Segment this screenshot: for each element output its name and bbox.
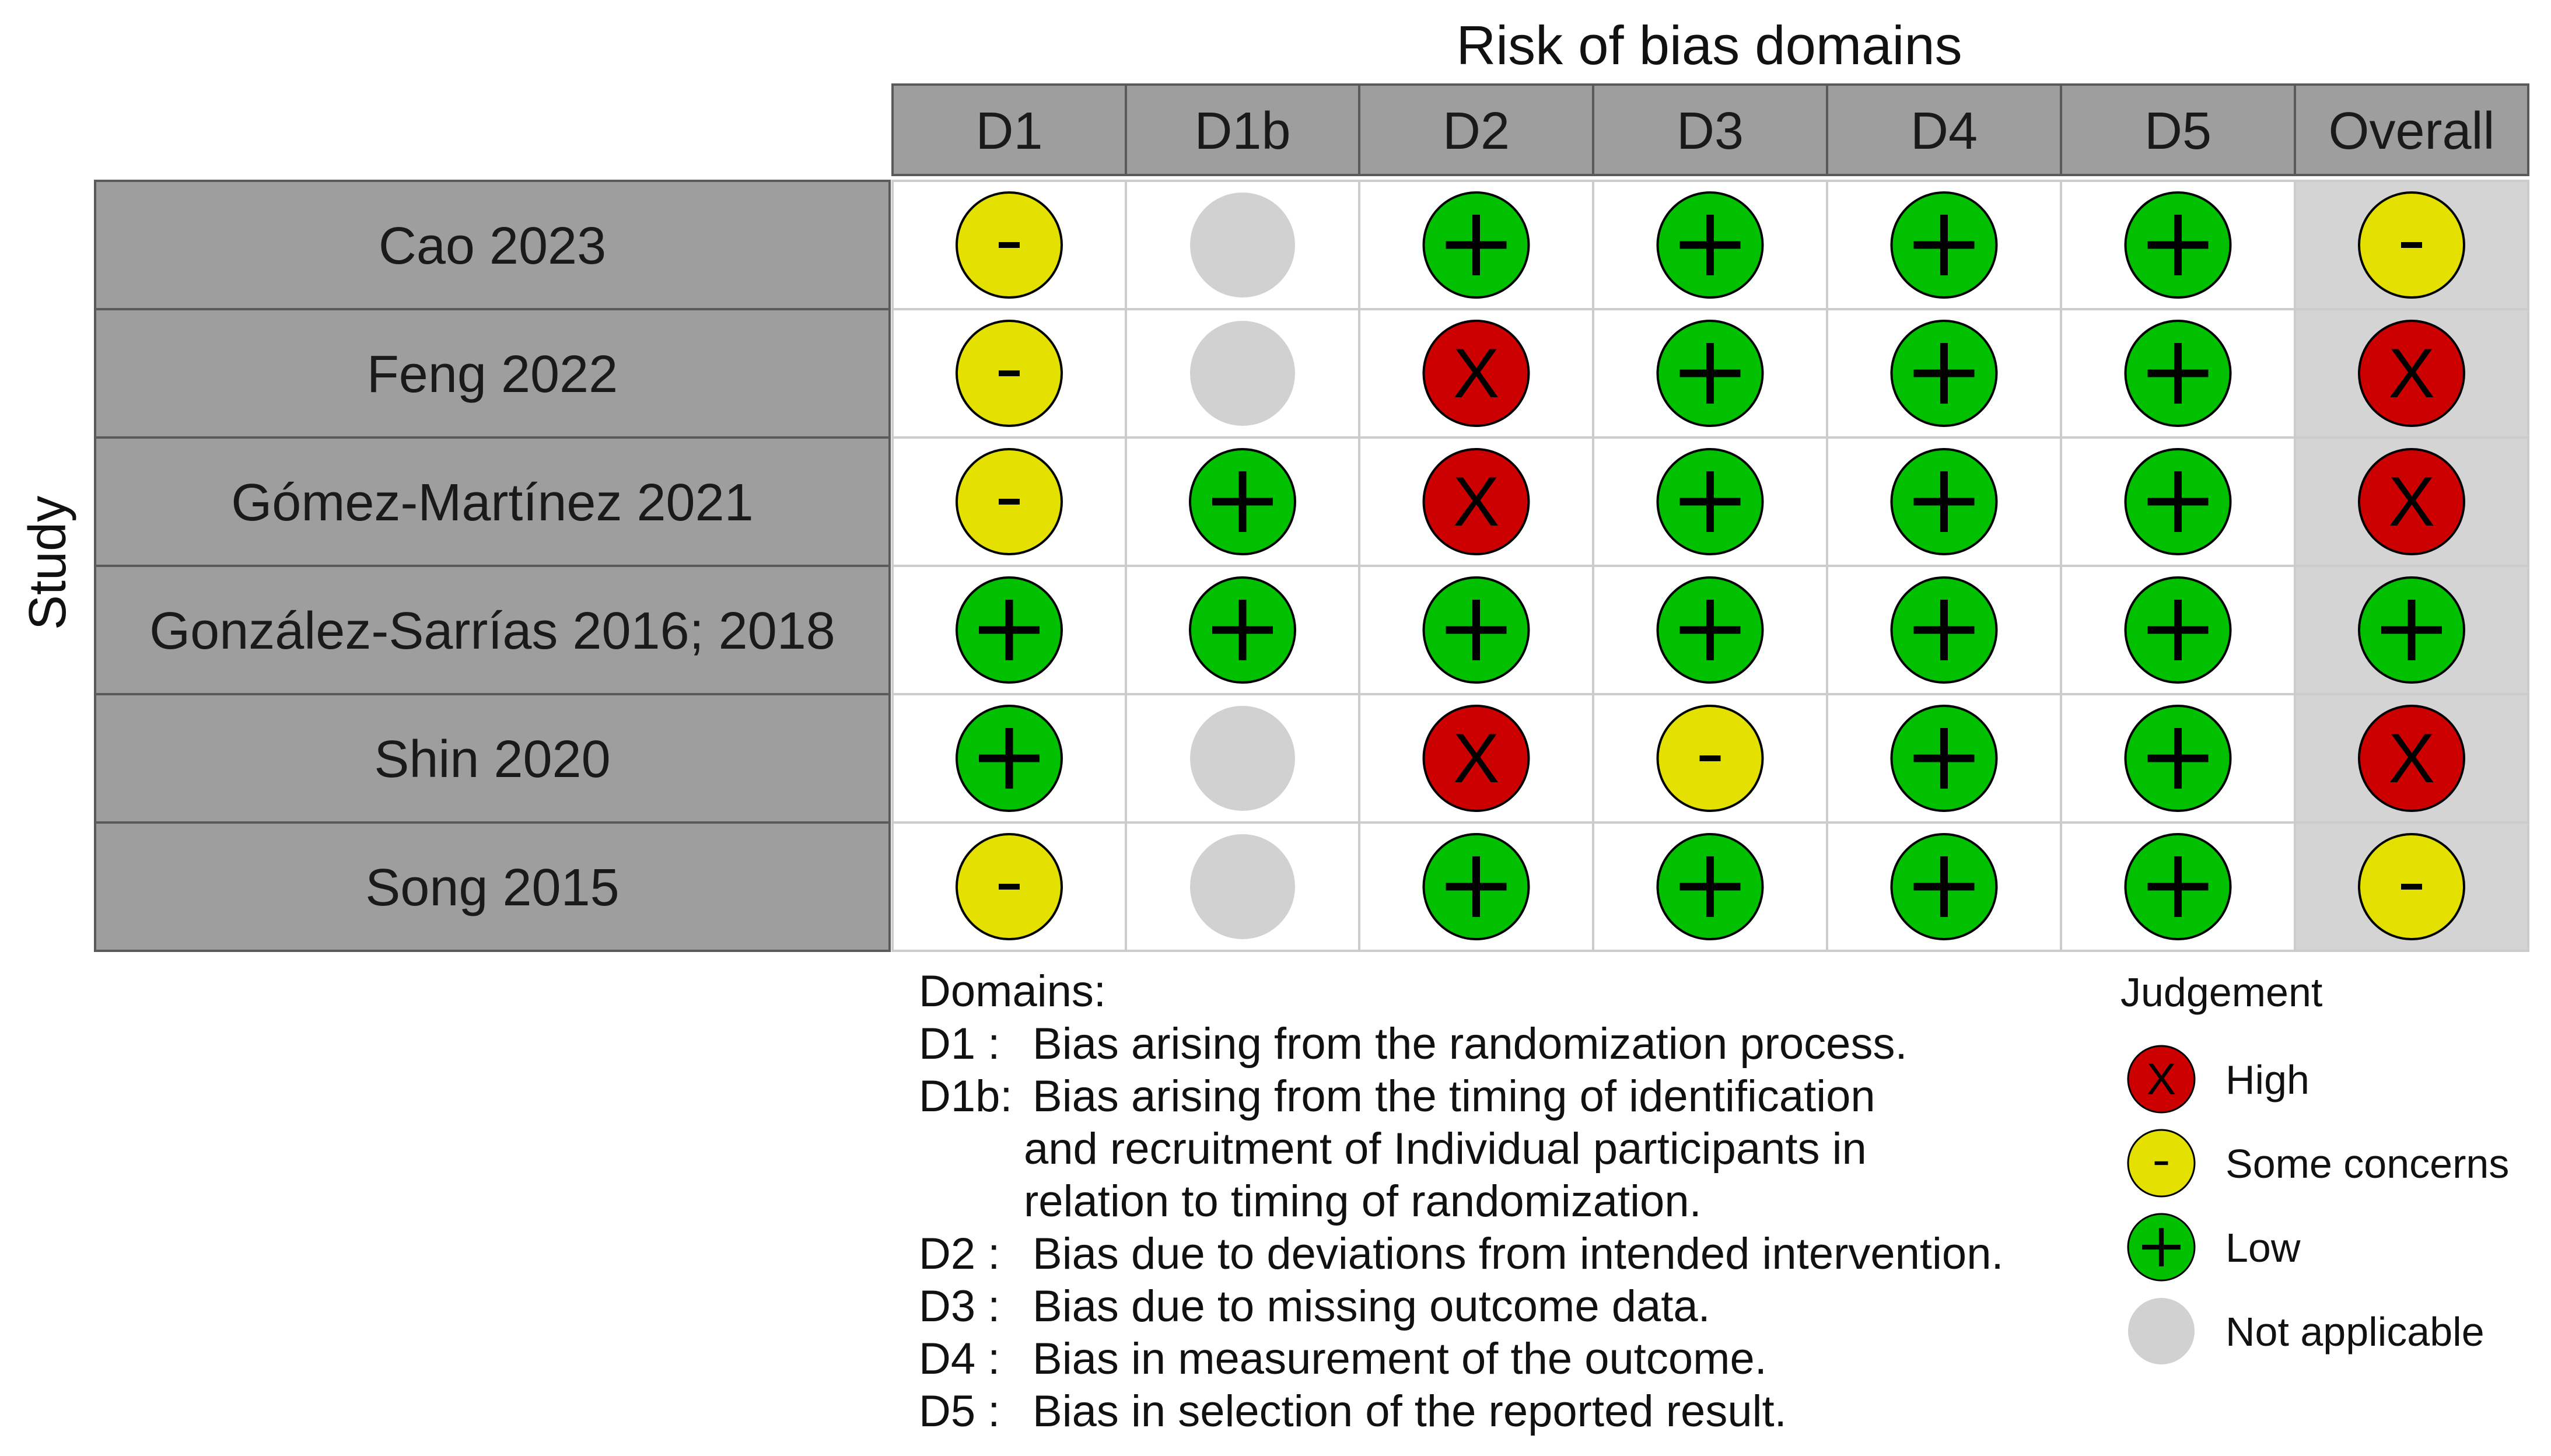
judgement-high-feng-2022-d2: [1422, 320, 1530, 427]
domain-description-d1: Bias arising from the randomization proc…: [1033, 1019, 1908, 1069]
domain-description-d1b: Bias arising from the timing of identifi…: [1033, 1072, 1875, 1121]
domain-description-d1b: relation to timing of randomization.: [1024, 1177, 1702, 1226]
column-header-d2: [1358, 83, 1594, 176]
study-label-cao-2023: Cao 2023: [379, 217, 606, 275]
study-label-gomez-martinez-2021: Gómez-Martínez 2021: [231, 474, 753, 532]
study-label-cell: [94, 436, 891, 567]
domain-description-d1b: and recruitment of Individual participan…: [1024, 1124, 1867, 1174]
column-label-d5: D5: [2144, 102, 2211, 160]
svg-text:X: X: [2388, 463, 2435, 541]
domains-heading: Domains:: [919, 967, 1106, 1016]
legend-title: Judgement: [2120, 970, 2322, 1015]
judgement-na-cao-2023-d1b: [1190, 192, 1295, 298]
study-label-cell: [94, 308, 891, 439]
domain-description-d3: Bias due to missing outcome data.: [1033, 1282, 1710, 1331]
domain-code-d1: D1 :: [919, 1019, 1000, 1069]
legend-label-some-concerns: Some concerns: [2225, 1141, 2509, 1186]
column-label-overall: Overall: [2328, 102, 2494, 160]
study-label-cell: [94, 821, 891, 952]
column-label-d2: D2: [1443, 102, 1510, 160]
judgement-legend: Judgement X High Some concerns Low Not applic…: [2120, 970, 2509, 1364]
legend-label-high: High: [2225, 1057, 2309, 1102]
svg-text:X: X: [2388, 334, 2435, 412]
judgement-high-feng-2022-overall: [2358, 320, 2465, 427]
judgement-na-shin-2020-d1b: [1190, 706, 1295, 811]
study-label-shin-2020: Shin 2020: [374, 730, 610, 789]
judgement-na-feng-2022-d1b: [1190, 321, 1295, 426]
study-label-gonzalez-sarrias-2016-2018: González-Sarrías 2016; 2018: [149, 602, 835, 660]
column-header-d1: [891, 83, 1127, 176]
legend-swatch-na: [2128, 1298, 2195, 1364]
study-label-feng-2022: Feng 2022: [367, 345, 618, 404]
domain-code-d2: D2 :: [919, 1229, 1000, 1279]
svg-text:X: X: [2388, 719, 2435, 797]
svg-text:X: X: [2147, 1055, 2176, 1104]
judgement-high-shin-2020-overall: [2358, 705, 2465, 812]
column-header-d5: [2060, 83, 2296, 176]
study-label-song-2015: Song 2015: [365, 859, 619, 917]
svg-text:X: X: [1453, 463, 1499, 541]
column-header-overall: [2294, 83, 2529, 176]
column-label-d4: D4: [1910, 102, 1978, 160]
study-label-cell: [94, 180, 891, 310]
domain-description-d5: Bias in selection of the reported result…: [1033, 1387, 1787, 1436]
domain-code-d5: D5 :: [919, 1387, 1000, 1436]
legend-label-low: Low: [2225, 1225, 2301, 1270]
judgement-na-song-2015-d1b: [1190, 834, 1295, 939]
y-axis-label: Study: [19, 496, 77, 630]
legend-swatch-high: [2127, 1045, 2196, 1114]
domain-description-d4: Bias in measurement of the outcome.: [1033, 1334, 1767, 1384]
judgement-high-shin-2020-d2: [1422, 705, 1530, 812]
column-header-d1b: [1125, 83, 1360, 176]
judgement-high-gomez-martinez-2021-overall: [2358, 448, 2465, 555]
domain-code-d3: D3 :: [919, 1282, 1000, 1331]
column-label-d3: D3: [1677, 102, 1744, 160]
column-label-d1b: D1b: [1194, 102, 1290, 160]
domain-description-d2: Bias due to deviations from intended int…: [1033, 1229, 2004, 1279]
column-header-d4: [1826, 83, 2062, 176]
column-label-d1: D1: [975, 102, 1042, 160]
domains-legend: Domains:D1 : Bias arising from the random…: [919, 967, 2004, 1436]
domain-code-d4: D4 :: [919, 1334, 1000, 1384]
domain-code-d1b: D1b:: [919, 1072, 1013, 1121]
legend-label-not-applicable: Not applicable: [2225, 1309, 2484, 1354]
judgement-high-gomez-martinez-2021-d2: [1422, 448, 1530, 555]
svg-text:X: X: [1453, 719, 1499, 797]
chart-title: Risk of bias domains: [1456, 15, 1962, 76]
study-label-cell: [94, 693, 891, 824]
svg-text:X: X: [1453, 334, 1499, 412]
